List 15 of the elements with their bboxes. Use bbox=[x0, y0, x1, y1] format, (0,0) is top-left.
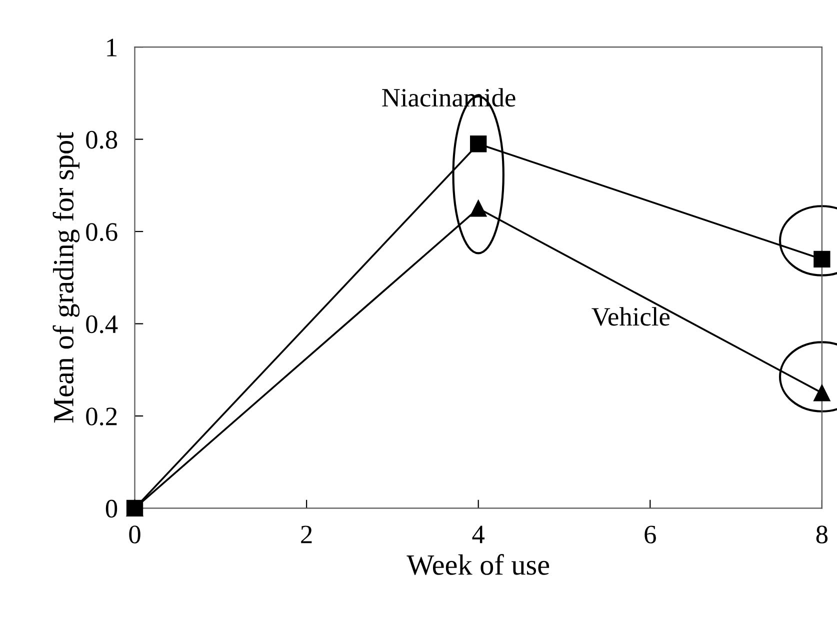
y-tick-label: 0 bbox=[106, 500, 118, 518]
y-tick-label: 1 bbox=[107, 38, 117, 56]
x-tick-label: 2 bbox=[301, 526, 312, 544]
x-tick-label: 4 bbox=[472, 526, 485, 544]
y-tick-label: 0.2 bbox=[86, 408, 117, 426]
y-tick-label: 0.6 bbox=[86, 223, 118, 242]
x-tick-label: 0 bbox=[129, 526, 140, 544]
x-tick-label: 6 bbox=[644, 526, 656, 544]
y-tick-label: 0.4 bbox=[86, 315, 118, 334]
series-label: Niacinamide bbox=[382, 88, 516, 107]
series-label: Vehicle bbox=[592, 307, 670, 326]
y-tick-label: 0.8 bbox=[86, 130, 118, 149]
x-tick-label: 8 bbox=[816, 526, 828, 544]
x-axis-title: Week of use bbox=[406, 554, 550, 576]
y-axis-title: Mean of grading for spot bbox=[52, 132, 80, 423]
